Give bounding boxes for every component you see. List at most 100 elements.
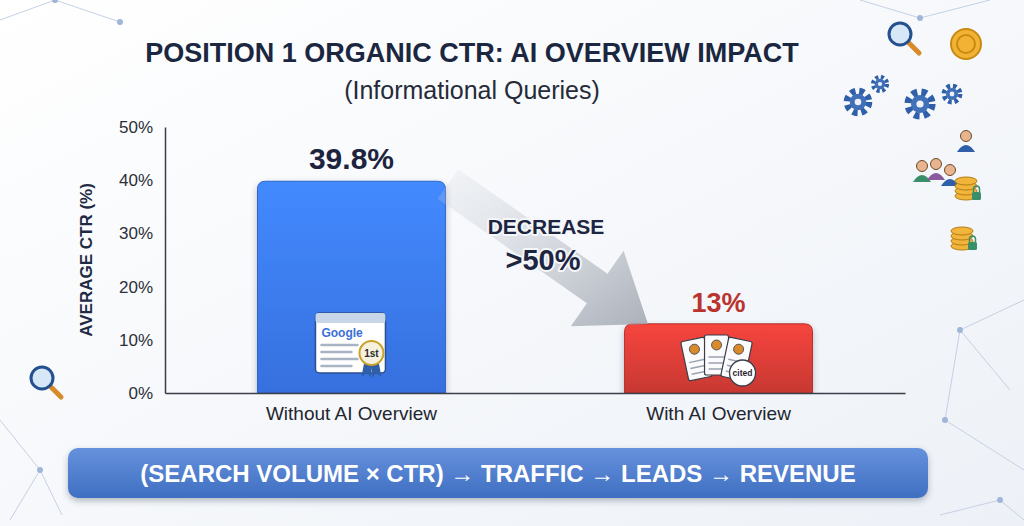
bar	[258, 181, 446, 393]
card-avatar	[712, 340, 722, 350]
y-tick-label: 50%	[119, 118, 153, 137]
network-line	[960, 330, 1010, 390]
data-label: 39.8%	[309, 142, 394, 175]
network-node	[37, 467, 43, 473]
formula-banner	[68, 448, 928, 498]
gear-icon	[944, 86, 960, 102]
bar	[625, 324, 813, 393]
card-avatar	[733, 343, 745, 355]
person-icon	[957, 131, 975, 153]
person-icon	[927, 159, 945, 181]
browser-header	[315, 313, 385, 323]
coin-inner	[957, 35, 975, 53]
x-axis-line	[166, 393, 906, 395]
annotation-decrease-value: >50%	[506, 244, 581, 276]
person-head	[917, 161, 928, 172]
card-line	[709, 356, 725, 358]
network-line	[10, 470, 40, 520]
cited-badge	[730, 360, 756, 386]
person-body	[927, 173, 945, 180]
lock-body	[972, 192, 981, 200]
coin-stack-icon	[951, 227, 977, 250]
network-line	[920, 0, 990, 18]
y-tick: 20%	[119, 278, 165, 297]
magnifier-icon	[889, 23, 919, 53]
decoration	[0, 0, 1024, 520]
gear-teeth	[908, 92, 932, 116]
badge	[359, 341, 383, 365]
network-line	[960, 300, 1024, 330]
gear-hole	[878, 82, 882, 86]
card-avatar	[689, 343, 701, 355]
network-node	[52, 0, 58, 3]
browser-logo: Google	[321, 326, 363, 340]
formula-text: (SEARCH VOLUME × CTR) → TRAFFIC → LEADS …	[140, 460, 855, 487]
coin	[951, 29, 981, 59]
gear-teeth	[873, 77, 887, 91]
gear-hole	[916, 100, 923, 107]
y-tick: 40%	[119, 171, 165, 190]
card-line	[689, 359, 705, 362]
person-body	[957, 145, 975, 152]
y-tick-label: 30%	[119, 224, 153, 243]
network-line	[945, 420, 1024, 470]
y-tick-label: 20%	[119, 278, 153, 297]
lock-shackle	[974, 186, 980, 192]
magnifier-lens	[31, 367, 53, 389]
x-tick-label: With AI Overview	[646, 403, 791, 424]
browser-window	[315, 313, 385, 373]
y-tick-label: 40%	[119, 171, 153, 190]
gear-icon	[908, 92, 932, 116]
person-head	[945, 165, 956, 176]
citation-icon: cited	[681, 335, 756, 386]
y-tick: 50%	[119, 118, 165, 137]
magnifier-handle	[908, 42, 919, 53]
x-axis: Without AI Overview With AI Overview	[166, 394, 906, 425]
bars	[258, 181, 813, 393]
gear-teeth	[944, 86, 960, 102]
gear-body	[850, 94, 867, 111]
gear-body	[911, 95, 929, 113]
y-tick: 10%	[119, 331, 165, 350]
coin-layer	[955, 177, 977, 185]
citation-card	[721, 337, 753, 381]
person-head	[961, 131, 972, 142]
network-node	[117, 19, 123, 25]
browser-text-line	[321, 351, 351, 354]
card-body	[721, 337, 753, 381]
network-line	[40, 470, 62, 515]
network-line	[55, 0, 120, 22]
network-line	[1000, 500, 1024, 520]
x-tick: Without AI Overview	[266, 403, 437, 424]
gear-icon	[873, 77, 887, 91]
coin-icon	[951, 29, 981, 59]
magnifier-icon	[31, 367, 61, 397]
browser-text-line	[321, 358, 357, 361]
gear-teeth	[847, 91, 869, 113]
network-node	[917, 15, 923, 21]
badge-label: 1st	[364, 348, 379, 359]
chart-title: POSITION 1 ORGANIC CTR: AI OVERVIEW IMPA…	[145, 38, 799, 68]
lock-shackle	[970, 236, 976, 242]
chart-canvas: POSITION 1 ORGANIC CTR: AI OVERVIEW IMPA…	[0, 0, 1024, 526]
card-line	[690, 365, 706, 368]
person-head	[931, 159, 942, 170]
network-line	[0, 420, 40, 470]
decrease-arrow	[438, 169, 648, 326]
x-tick-label: Without AI Overview	[266, 403, 437, 424]
y-tick-label: 0%	[128, 384, 153, 403]
magnifier-handle	[50, 386, 61, 397]
x-tick: With AI Overview	[646, 403, 791, 424]
coin-stack-icon	[955, 177, 981, 200]
browser-text-line	[321, 344, 357, 347]
network-line	[860, 0, 920, 18]
data-label: 13%	[692, 288, 746, 318]
magnifier-lens	[889, 23, 911, 45]
y-axis: 0% 10% 20% 30% 40% 50%	[119, 118, 166, 403]
ranking-icon: Google1st	[315, 313, 385, 378]
chart-subtitle: (Informational Queries)	[344, 76, 600, 104]
background	[0, 0, 1024, 526]
gear-icon	[847, 91, 869, 113]
browser-text-line	[321, 365, 351, 368]
y-tick: 30%	[119, 224, 165, 243]
